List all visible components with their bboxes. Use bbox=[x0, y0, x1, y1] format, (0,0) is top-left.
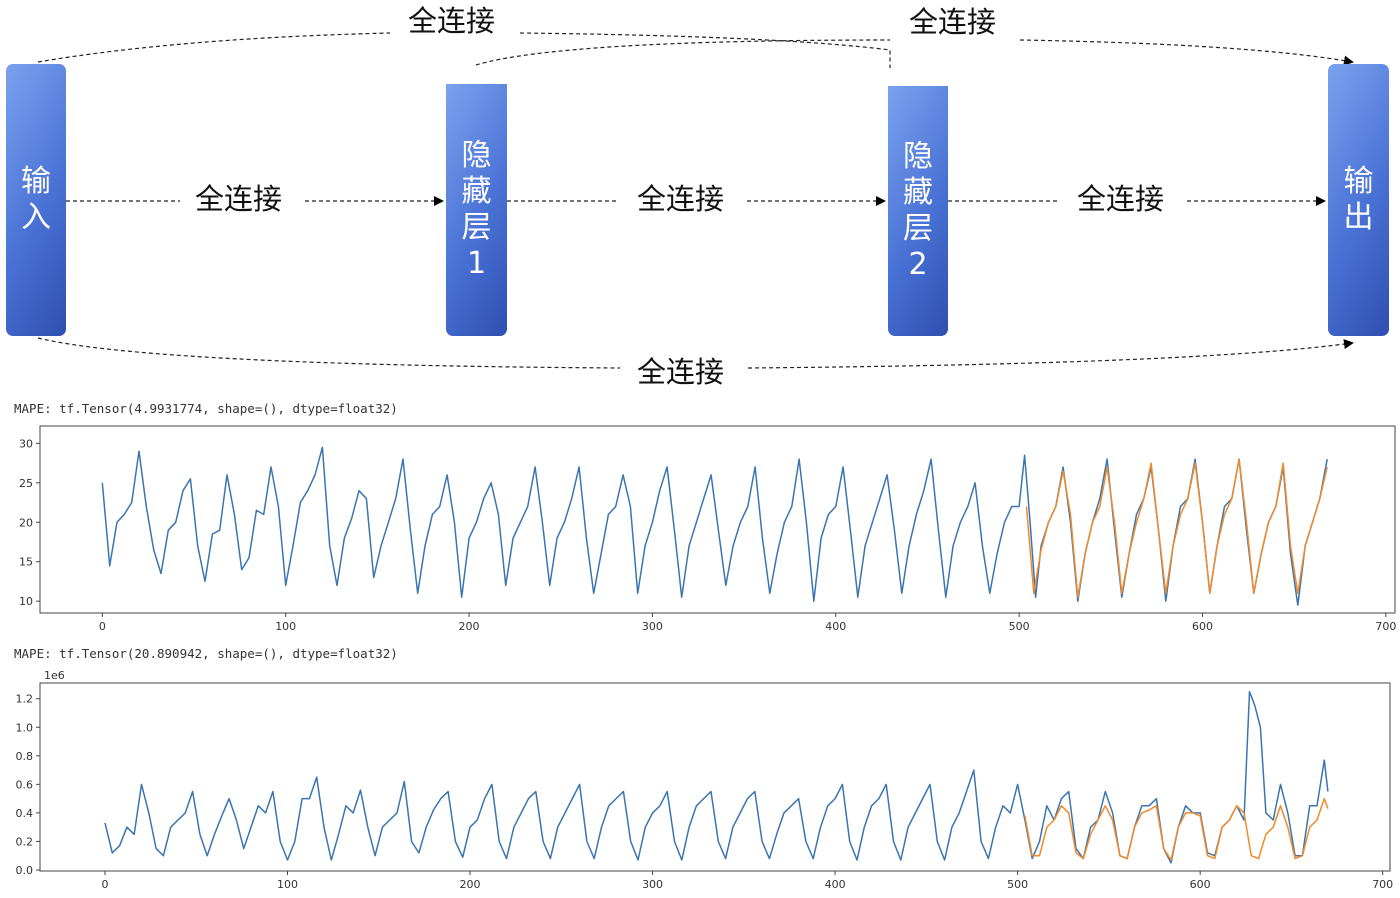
x-tick-label: 600 bbox=[1190, 878, 1211, 891]
y-tick-label: 0.8 bbox=[16, 750, 34, 763]
input-layer-box: 输 入 bbox=[6, 64, 66, 336]
y-tick-label: 30 bbox=[19, 437, 33, 450]
x-tick-label: 100 bbox=[275, 620, 296, 633]
y-tick-label: 0.0 bbox=[16, 864, 34, 877]
x-tick-label: 300 bbox=[642, 878, 663, 891]
y-tick-label: 25 bbox=[19, 477, 33, 490]
connection-label-bottom: 全连接 bbox=[627, 355, 735, 409]
hidden1-label-char: 隐 bbox=[461, 138, 492, 173]
y-tick-label: 0.6 bbox=[16, 778, 34, 791]
mape-output-1: MAPE: tf.Tensor(4.9931774, shape=(), dty… bbox=[14, 401, 398, 416]
hidden2-label-char: 2 bbox=[908, 247, 928, 282]
y-tick-label: 15 bbox=[19, 556, 33, 569]
chart-2: 0 100 200 300 400 500 600 700 0.0 0.2 0.4 0.6 0.8 1.0… bbox=[16, 669, 1394, 891]
x-tick-label: 0 bbox=[101, 878, 108, 891]
hidden-layer-1-box: 隐 藏 层 1 bbox=[446, 84, 507, 336]
hidden1-label-char: 藏 bbox=[461, 174, 492, 209]
plot-frame bbox=[39, 682, 1391, 872]
input-label-char: 输 bbox=[21, 164, 51, 199]
x-tick-label: 700 bbox=[1375, 620, 1396, 633]
output-layer-box: 输 出 bbox=[1328, 64, 1389, 336]
forecast-series-line bbox=[1024, 797, 1329, 861]
hidden-layer-2-box: 隐 藏 层 2 bbox=[888, 86, 948, 336]
x-tick-label: 500 bbox=[1009, 620, 1030, 633]
forecast-series-line bbox=[1025, 458, 1328, 598]
y-tick-label: 0.4 bbox=[16, 807, 34, 820]
x-tick-label: 400 bbox=[825, 620, 846, 633]
connection-label-hidden1-hidden2: 全连接 bbox=[627, 182, 735, 216]
hidden2-label-char: 藏 bbox=[903, 175, 933, 210]
chart-1: 0 100 200 300 400 500 600 700 10 15 20 25 30 bbox=[19, 425, 1396, 633]
y-offset-label: 1e6 bbox=[44, 669, 65, 682]
y-tick-label: 20 bbox=[19, 516, 33, 529]
connection-label-top-left: 全连接 bbox=[398, 4, 506, 38]
actual-series-line bbox=[101, 446, 1328, 606]
y-tick-label: 0.2 bbox=[16, 835, 34, 848]
hidden2-label-char: 隐 bbox=[903, 139, 933, 174]
y-tick-label: 10 bbox=[19, 595, 33, 608]
connection-label-input-hidden1: 全连接 bbox=[185, 182, 293, 216]
connection-label-hidden2-output: 全连接 bbox=[1067, 182, 1175, 216]
x-tick-label: 200 bbox=[460, 878, 481, 891]
hidden1-label-char: 层 bbox=[461, 210, 492, 245]
y-tick-label: 1.0 bbox=[16, 721, 34, 734]
output-label-char: 输 bbox=[1343, 164, 1374, 199]
input-label-char: 入 bbox=[21, 200, 51, 235]
skip-connection-hidden1-output bbox=[475, 39, 1352, 65]
x-tick-label: 300 bbox=[642, 620, 663, 633]
hidden1-label-char: 1 bbox=[466, 246, 487, 281]
output-label-char: 出 bbox=[1343, 200, 1374, 235]
x-tick-label: 200 bbox=[459, 620, 480, 633]
x-tick-label: 500 bbox=[1007, 878, 1028, 891]
x-tick-label: 0 bbox=[99, 620, 106, 633]
x-tick-label: 100 bbox=[277, 878, 298, 891]
x-tick-label: 700 bbox=[1372, 878, 1393, 891]
y-tick-label: 1.2 bbox=[16, 693, 34, 706]
x-tick-label: 600 bbox=[1192, 620, 1213, 633]
connection-label-top-right: 全连接 bbox=[899, 5, 1007, 39]
hidden2-label-char: 层 bbox=[903, 211, 933, 246]
skip-connection-input-hidden2 bbox=[37, 32, 891, 68]
skip-connection-input-output bbox=[37, 338, 1352, 369]
x-tick-label: 400 bbox=[825, 878, 846, 891]
mape-output-2: MAPE: tf.Tensor(20.890942, shape=(), dty… bbox=[14, 646, 398, 661]
